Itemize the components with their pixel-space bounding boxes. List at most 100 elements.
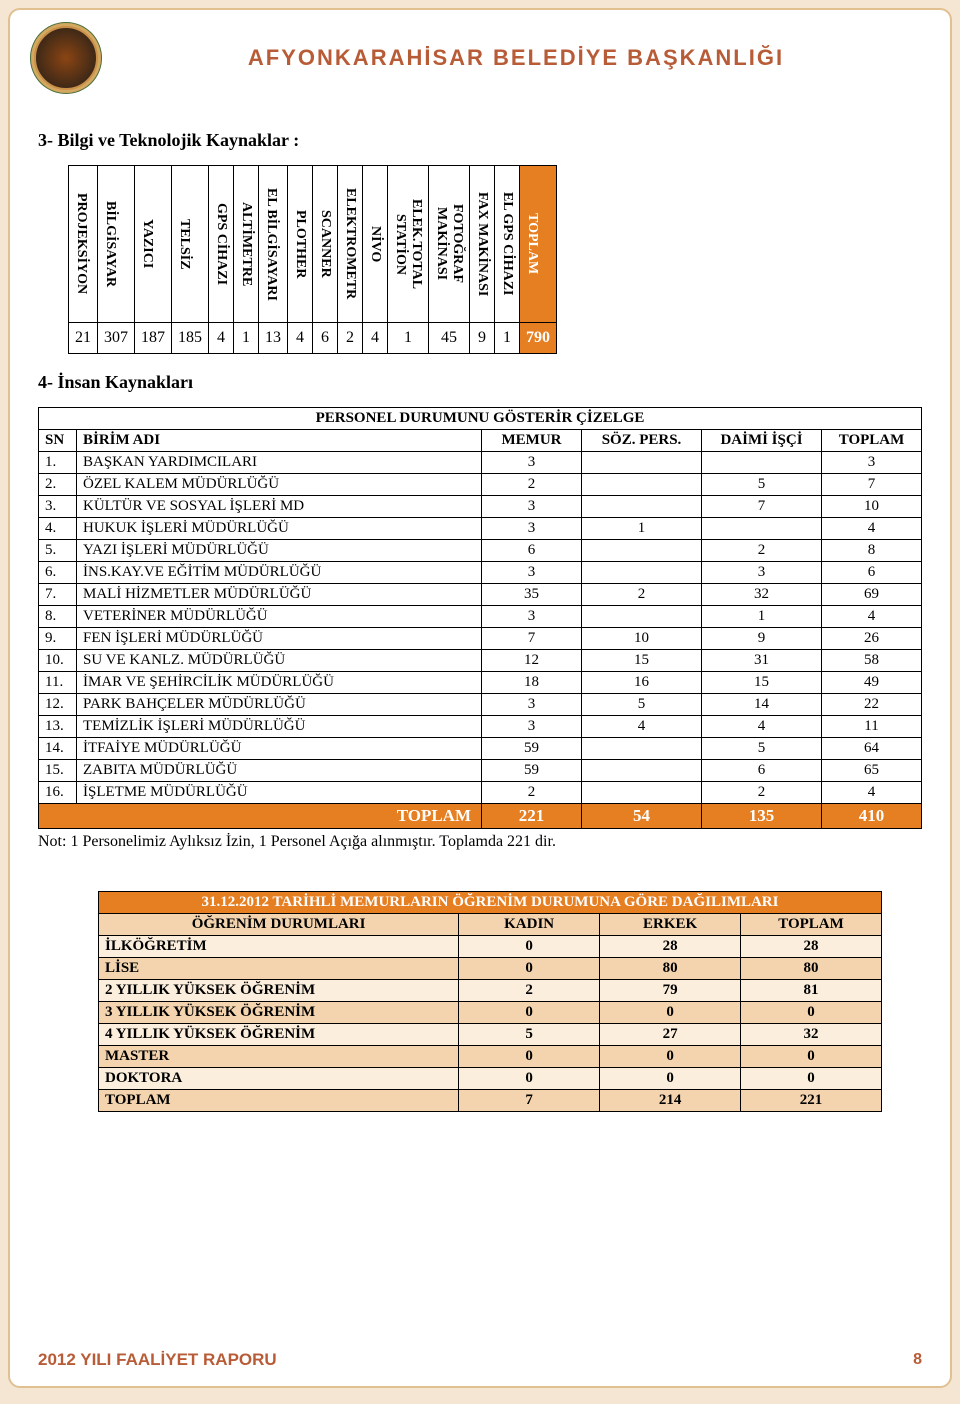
- table-cell: PARK BAHÇELER MÜDÜRLÜĞÜ: [77, 694, 482, 716]
- table-cell: 4: [582, 716, 702, 738]
- table-cell: 5: [702, 738, 822, 760]
- total-soz: 54: [582, 804, 702, 829]
- equip-value: 185: [172, 323, 209, 354]
- table-cell: [582, 540, 702, 562]
- education-table-wrap: 31.12.2012 TARİHLİ MEMURLARIN ÖĞRENİM DU…: [98, 891, 882, 1112]
- col-sn: SN: [39, 430, 77, 452]
- table-cell: 1: [702, 606, 822, 628]
- table-cell: 31: [702, 650, 822, 672]
- table-cell: [582, 606, 702, 628]
- equip-value: 307: [98, 323, 135, 354]
- table-cell: 3: [702, 562, 822, 584]
- table-cell: 10.: [39, 650, 77, 672]
- table-row: 2.ÖZEL KALEM MÜDÜRLÜĞÜ257: [39, 474, 922, 496]
- table-row: İLKÖĞRETİM02828: [99, 936, 882, 958]
- education-title: 31.12.2012 TARİHLİ MEMURLARIN ÖĞRENİM DU…: [99, 892, 882, 914]
- table-cell: 64: [822, 738, 922, 760]
- table-cell: 18: [482, 672, 582, 694]
- table-cell: 7.: [39, 584, 77, 606]
- table-cell: 0: [459, 958, 600, 980]
- table-cell: 15: [582, 650, 702, 672]
- footer: 2012 YILI FAALİYET RAPORU 8: [38, 1350, 922, 1370]
- table-cell: 6.: [39, 562, 77, 584]
- equip-value: 9: [470, 323, 495, 354]
- table-row: 8.VETERİNER MÜDÜRLÜĞÜ314: [39, 606, 922, 628]
- table-cell: 3.: [39, 496, 77, 518]
- table-cell: 14: [702, 694, 822, 716]
- education-header-row: ÖĞRENİM DURUMLARI KADIN ERKEK TOPLAM: [99, 914, 882, 936]
- table-cell: 2: [459, 980, 600, 1002]
- equip-header: YAZICI: [135, 166, 172, 323]
- table-cell: 4: [702, 716, 822, 738]
- table-cell: 3: [482, 694, 582, 716]
- table-row: MASTER000: [99, 1046, 882, 1068]
- table-cell: 80: [600, 958, 741, 980]
- table-cell: 32: [702, 584, 822, 606]
- table-cell: [702, 518, 822, 540]
- equip-toplam-header: TOPLAM: [520, 166, 557, 323]
- table-cell: ÖZEL KALEM MÜDÜRLÜĞÜ: [77, 474, 482, 496]
- table-cell: 3: [822, 452, 922, 474]
- section-4-title: 4- İnsan Kaynakları: [38, 372, 922, 393]
- table-cell: İNS.KAY.VE EĞİTİM MÜDÜRLÜĞÜ: [77, 562, 482, 584]
- table-row: 10.SU VE KANLZ. MÜDÜRLÜĞÜ12153158: [39, 650, 922, 672]
- table-cell: 11: [822, 716, 922, 738]
- table-row: 13.TEMİZLİK İŞLERİ MÜDÜRLÜĞÜ34411: [39, 716, 922, 738]
- table-cell: 3 YILLIK YÜKSEK ÖĞRENİM: [99, 1002, 459, 1024]
- table-cell: 59: [482, 738, 582, 760]
- equip-value: 4: [288, 323, 313, 354]
- table-row: TOPLAM7214221: [99, 1090, 882, 1112]
- section-3-title: 3- Bilgi ve Teknolojik Kaynaklar :: [38, 130, 922, 151]
- table-cell: 0: [459, 936, 600, 958]
- table-row: 6.İNS.KAY.VE EĞİTİM MÜDÜRLÜĞÜ336: [39, 562, 922, 584]
- col-soz: SÖZ. PERS.: [582, 430, 702, 452]
- table-cell: 65: [822, 760, 922, 782]
- table-row: LİSE08080: [99, 958, 882, 980]
- equip-value: 1: [234, 323, 259, 354]
- table-cell: 0: [600, 1002, 741, 1024]
- table-cell: 7: [702, 496, 822, 518]
- footer-text: 2012 YILI FAALİYET RAPORU: [38, 1350, 277, 1370]
- table-row: 14.İTFAİYE MÜDÜRLÜĞÜ59564: [39, 738, 922, 760]
- table-cell: 2 YILLIK YÜKSEK ÖĞRENİM: [99, 980, 459, 1002]
- table-cell: 221: [741, 1090, 882, 1112]
- table-cell: TOPLAM: [99, 1090, 459, 1112]
- table-cell: 79: [600, 980, 741, 1002]
- equip-value: 1: [495, 323, 520, 354]
- table-cell: 3: [482, 606, 582, 628]
- table-cell: 35: [482, 584, 582, 606]
- equip-header: BİLGİSAYAR: [98, 166, 135, 323]
- header: AFYONKARAHİSAR BELEDİYE BAŞKANLIĞI: [10, 10, 950, 102]
- table-cell: 4: [822, 782, 922, 804]
- table-cell: 12: [482, 650, 582, 672]
- equip-value: 21: [69, 323, 98, 354]
- col-birim: BİRİM ADI: [77, 430, 482, 452]
- equip-value: 4: [363, 323, 388, 354]
- table-row: 5.YAZI İŞLERİ MÜDÜRLÜĞÜ628: [39, 540, 922, 562]
- table-cell: 58: [822, 650, 922, 672]
- table-cell: KÜLTÜR VE SOSYAL İŞLERİ MD: [77, 496, 482, 518]
- personnel-title: PERSONEL DURUMUNU GÖSTERİR ÇİZELGE: [39, 408, 922, 430]
- table-cell: 4: [822, 518, 922, 540]
- equip-header: EL GPS CİHAZI: [495, 166, 520, 323]
- table-cell: 4 YILLIK YÜKSEK ÖĞRENİM: [99, 1024, 459, 1046]
- table-cell: 1: [582, 518, 702, 540]
- col-daimi: DAİMİ İŞÇİ: [702, 430, 822, 452]
- col-toplam: TOPLAM: [822, 430, 922, 452]
- municipality-logo-icon: [30, 22, 102, 94]
- table-cell: 13.: [39, 716, 77, 738]
- table-cell: 1.: [39, 452, 77, 474]
- table-cell: 7: [482, 628, 582, 650]
- table-cell: [582, 474, 702, 496]
- table-cell: YAZI İŞLERİ MÜDÜRLÜĞÜ: [77, 540, 482, 562]
- table-cell: İTFAİYE MÜDÜRLÜĞÜ: [77, 738, 482, 760]
- table-cell: 28: [741, 936, 882, 958]
- table-cell: 26: [822, 628, 922, 650]
- table-cell: 6: [482, 540, 582, 562]
- table-row: 3.KÜLTÜR VE SOSYAL İŞLERİ MD3710: [39, 496, 922, 518]
- table-row: 12.PARK BAHÇELER MÜDÜRLÜĞÜ351422: [39, 694, 922, 716]
- table-row: 1.BAŞKAN YARDIMCILARI33: [39, 452, 922, 474]
- edu-col-toplam: TOPLAM: [741, 914, 882, 936]
- table-cell: 59: [482, 760, 582, 782]
- table-cell: 2: [482, 474, 582, 496]
